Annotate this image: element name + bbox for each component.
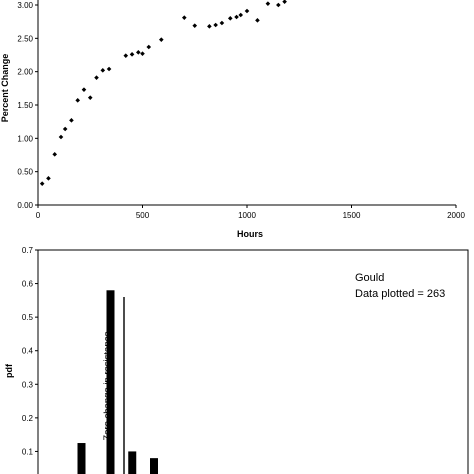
pdf-y-tick-label: 0.4: [22, 347, 34, 356]
pdf-y-tick-label: 0.7: [22, 246, 34, 255]
scatter-point: [87, 95, 93, 100]
pdf-plot-frame: [37, 249, 469, 474]
scatter-point: [140, 51, 145, 56]
scatter-y-tick-label: 3.00: [17, 1, 33, 10]
pdf-bar: [77, 443, 86, 474]
pdf-axes: 00.10.20.30.40.50.60.7: [22, 246, 469, 474]
scatter-point: [100, 68, 106, 73]
scatter-y-tick-label: 1.50: [17, 101, 33, 110]
scatter-point: [146, 44, 152, 50]
scatter-point: [58, 134, 64, 140]
pdf-y-tick-label: 0.6: [22, 280, 34, 289]
scatter-point: [123, 53, 129, 58]
scatter-point: [238, 12, 244, 18]
gould-label: Gould: [355, 272, 384, 284]
pdf-bar: [106, 290, 115, 474]
scatter-x-tick-label: 2000: [447, 211, 465, 220]
scatter-point: [219, 20, 225, 26]
scatter-y-tick-label: 2.50: [17, 34, 33, 43]
scatter-point: [207, 24, 212, 29]
scatter-points: [39, 0, 287, 186]
pdf-chart: 00.10.20.30.40.50.60.7 Zero change in re…: [4, 246, 469, 474]
scatter-point: [69, 118, 74, 123]
scatter-point: [136, 50, 141, 55]
scatter-x-axis-label: Hours: [237, 229, 263, 239]
data-plotted-label: Data plotted = 263: [355, 288, 445, 300]
pdf-y-tick-label: 0.1: [22, 447, 34, 456]
scatter-chart: 0.00 0.50 1.00 1.50 2.00 2.50 3.00 0 500 1000 1500…: [0, 0, 465, 239]
scatter-point: [255, 18, 260, 23]
scatter-point: [213, 22, 218, 28]
scatter-y-tick-label: 1.00: [17, 134, 33, 143]
scatter-point: [282, 0, 287, 4]
scatter-y-tick-label: 0.50: [17, 168, 33, 177]
scatter-y-tick-label: 2.00: [17, 68, 33, 77]
scatter-point: [81, 87, 87, 92]
scatter-point: [62, 126, 68, 132]
scatter-point: [129, 52, 135, 57]
scatter-point: [39, 181, 45, 186]
scatter-point: [234, 14, 239, 20]
scatter-x-tick-label: 1500: [343, 211, 361, 220]
scatter-x-tick-label: 500: [136, 211, 150, 220]
scatter-point: [159, 37, 164, 42]
scatter-point: [94, 75, 99, 80]
pdf-bar: [150, 458, 158, 474]
scatter-point: [182, 15, 187, 20]
scatter-point: [265, 1, 271, 6]
scatter-point: [276, 2, 281, 8]
scatter-y-tick-label: 0.00: [17, 201, 33, 210]
scatter-point: [52, 152, 58, 157]
pdf-y-axis-label: pdf: [4, 363, 14, 378]
scatter-axes: 0.00 0.50 1.00 1.50 2.00 2.50 3.00 0 500 1000 1500…: [17, 0, 465, 220]
scatter-x-tick-label: 1000: [238, 211, 256, 220]
pdf-y-tick-label: 0.5: [22, 313, 34, 322]
scatter-point: [227, 16, 233, 21]
scatter-point: [244, 8, 250, 14]
pdf-bar: [128, 451, 137, 474]
scatter-point: [192, 23, 198, 28]
scatter-point: [106, 66, 112, 72]
pdf-y-tick-label: 0.3: [22, 380, 34, 389]
pdf-y-tick-label: 0.2: [22, 414, 34, 423]
scatter-point: [75, 98, 81, 103]
scatter-point: [46, 176, 51, 181]
scatter-y-axis-label: Percent Change: [0, 54, 10, 123]
zero-change-label: Zero change in resistance: [102, 331, 113, 440]
pdf-bars: [77, 290, 158, 474]
scatter-x-tick-label: 0: [36, 211, 41, 220]
